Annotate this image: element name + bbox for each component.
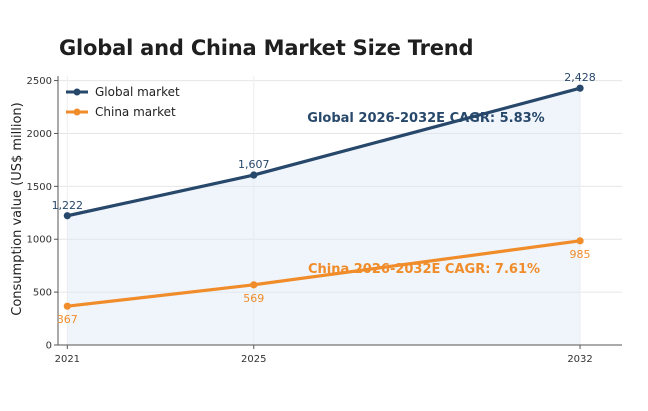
y-tick-label: 2500 bbox=[27, 76, 52, 87]
cagr-annotation: China 2026-2032E CAGR: 7.61% bbox=[308, 262, 540, 277]
legend-marker-china-market bbox=[73, 108, 81, 116]
legend: Global market China market bbox=[66, 85, 180, 119]
cagr-annotation: Global 2026-2032E CAGR: 5.83% bbox=[307, 111, 544, 126]
data-label-global-market: 1,607 bbox=[238, 158, 270, 171]
axes: 0 500 1000 1500 2000 2500 2021 2025 2032 bbox=[27, 76, 622, 365]
point-global-market bbox=[250, 171, 258, 179]
legend-marker-global-market bbox=[73, 88, 81, 96]
x-tick-label: 2032 bbox=[567, 354, 592, 365]
point-global-market bbox=[63, 212, 71, 220]
data-label-china-market: 569 bbox=[243, 292, 264, 305]
y-tick-label: 500 bbox=[33, 288, 52, 299]
annotations: Global 2026-2032E CAGR: 5.83% China 2026-… bbox=[307, 111, 544, 277]
y-tick-label: 0 bbox=[46, 341, 52, 352]
y-tick-label: 2000 bbox=[27, 129, 52, 140]
x-tick-label: 2025 bbox=[241, 354, 266, 365]
area-fills bbox=[67, 88, 581, 345]
point-china-market bbox=[250, 281, 258, 289]
data-labels: 1,222 1,607 2,428 367 569 985 bbox=[52, 71, 596, 326]
y-tick-label: 1500 bbox=[27, 182, 52, 193]
x-tick-label: 2021 bbox=[55, 354, 80, 365]
area-fill-global-market bbox=[67, 88, 581, 345]
y-axis-label: Consumption value (US$ million) bbox=[10, 102, 25, 316]
legend-label-china-market: China market bbox=[95, 105, 176, 119]
point-china-market bbox=[576, 237, 584, 245]
legend-label-global-market: Global market bbox=[95, 85, 180, 99]
data-label-china-market: 985 bbox=[570, 248, 591, 261]
point-china-market bbox=[63, 302, 71, 310]
data-label-global-market: 2,428 bbox=[564, 71, 596, 84]
data-label-global-market: 1,222 bbox=[52, 199, 84, 212]
series-lines bbox=[63, 84, 584, 310]
y-tick-label: 1000 bbox=[27, 235, 52, 246]
point-global-market bbox=[576, 84, 584, 92]
chart-title: Global and China Market Size Trend bbox=[59, 36, 474, 60]
data-label-china-market: 367 bbox=[57, 313, 78, 326]
